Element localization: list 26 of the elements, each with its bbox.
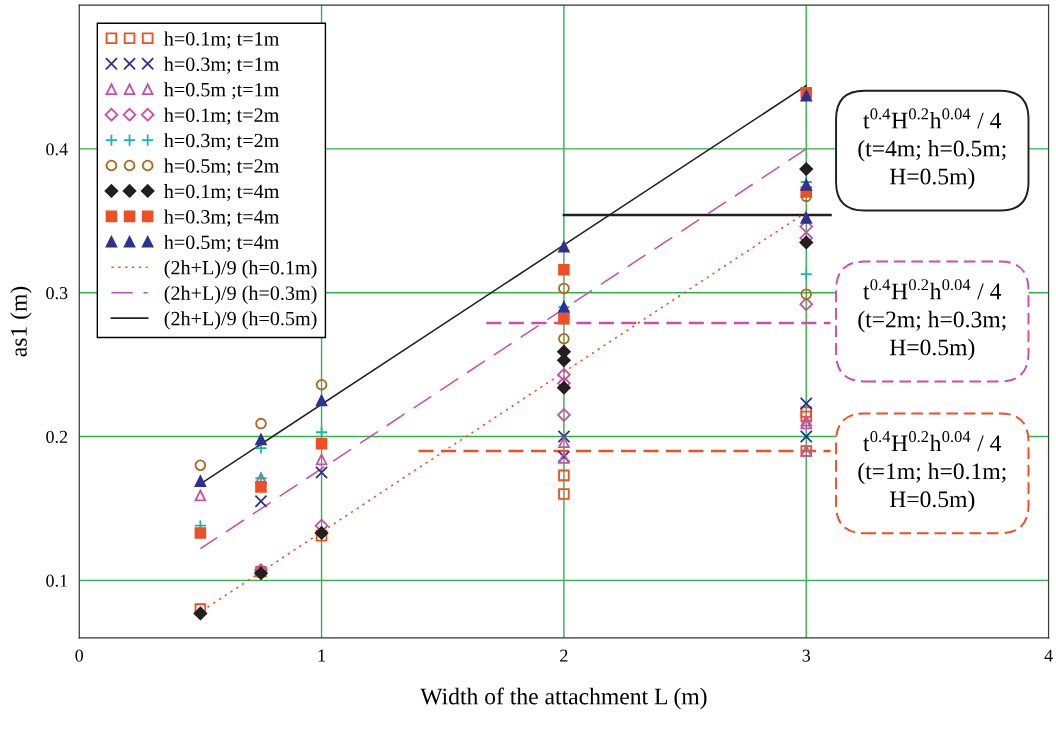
y-tick-label: 0.1 — [46, 574, 68, 587]
y-tick-label: 0.4 — [46, 143, 68, 156]
legend-label: h=0.1m; t=2m — [163, 107, 280, 125]
x-tick-label: 2 — [560, 649, 568, 662]
legend-label: (2h+L)/9 (h=0.1m) — [164, 260, 317, 279]
text: t$^{0.4}$H$^{0.2}$h$^{0.04}$ / 4 (t=2m; h=0.3m; H=0.5m) — [858, 279, 1006, 361]
y-tick-label: 0.2 — [46, 430, 68, 444]
text: t$^{0.4}$H$^{0.2}$h$^{0.04}$ / 4 (t=4m; h=0.5m; H=0.5m) — [858, 108, 1006, 190]
legend-label: h=0.1m; t=1m — [163, 31, 280, 49]
x-tick-label: 0 — [75, 649, 84, 662]
legend-label: h=0.3m; t=1m — [163, 56, 280, 74]
y-axis-title: as1 (m) — [10, 286, 32, 357]
x-axis-title: Width of the attachment L (m) — [420, 687, 707, 710]
legend-label: (2h+L)/9 (h=0.3m) — [164, 285, 317, 305]
text: t$^{0.4}$H$^{0.2}$h$^{0.04}$ / 4 (t=1m; h=0.1m; H=0.5m) — [858, 431, 1006, 513]
y-tick-label: 0.3 — [46, 286, 68, 300]
legend-label: h=0.5m ;t=1m — [163, 82, 280, 100]
x-tick-label: 1 — [318, 649, 325, 662]
legend-label: h=0.3m; t=2m — [163, 133, 280, 151]
legend-label: h=0.5m; t=2m — [163, 158, 280, 176]
legend-label: (2h+L)/9 (h=0.5m) — [164, 311, 317, 330]
x-tick-label: 3 — [802, 649, 811, 662]
x-tick-label: 4 — [1044, 649, 1053, 662]
legend-label: h=0.3m; t=4m — [163, 209, 280, 227]
legend-label: h=0.5m; t=4m — [163, 234, 280, 252]
legend-label: h=0.1m; t=4m — [163, 184, 280, 202]
